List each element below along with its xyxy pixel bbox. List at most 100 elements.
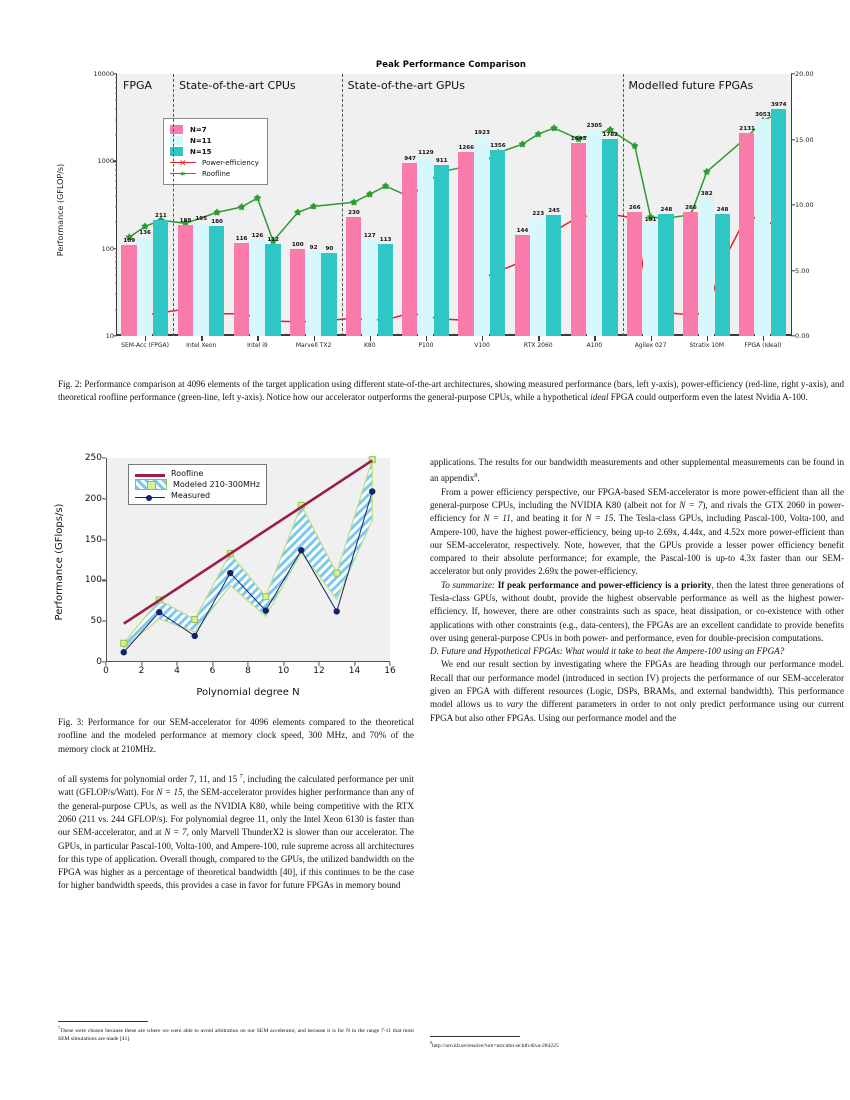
figure-2-bar-value-label: 112 [267, 237, 280, 244]
figure-2-line-marker [293, 208, 302, 217]
figure-2-line-marker [213, 208, 222, 217]
figure-2-bar [770, 109, 787, 336]
figure-3-legend-label: Modeled 210-300MHz [173, 480, 261, 489]
figure-2-bar-value-label: 136 [139, 230, 151, 236]
figure-3-y-tick: 50 [90, 616, 102, 627]
figure-2-line-marker [125, 233, 134, 242]
figure-2-x-tick [482, 336, 484, 341]
figure-2-y-tick-mark [113, 335, 117, 337]
lc-p1-b: , including the calculated performance p… [58, 774, 414, 798]
figure-3-x-tick-mark [247, 662, 249, 666]
figure-3: Performance (GFlops/s) Roofline Modeled 2… [54, 452, 400, 702]
figure-2-y-tick: 100 [101, 244, 114, 253]
left-footnote: 7These were chosen because these are whe… [58, 1021, 414, 1043]
figure-2-y-tick-mark [113, 247, 117, 250]
rc-p2-b: ), and rivals the GTX 2060 in power-effi… [430, 499, 845, 524]
figure-3-y-tick-mark [102, 498, 106, 500]
footnote-rule-right [430, 1036, 520, 1037]
figure-2-bar-value-label: 1356 [490, 142, 506, 149]
figure-2-bar-value-label: 266 [685, 204, 697, 211]
figure-2-y-minor-tick [114, 261, 117, 263]
figure-2-bar-value-label: 1266 [458, 145, 475, 152]
rc-math-1: N = 7 [679, 499, 703, 510]
figure-2-y-right-tick-mark [791, 138, 795, 141]
figure-2-y-minor-tick [114, 77, 117, 79]
figure-2-x-axis [117, 334, 791, 336]
figure-2-x-tick-label: SEM-Acc (FPGA) [121, 342, 169, 349]
figure-3-y-tick: 0 [96, 657, 102, 667]
figure-2-y-minor-tick [114, 267, 117, 269]
figure-2-bar [177, 224, 193, 336]
figure-2-y-right-tick: 5.00 [795, 266, 810, 275]
figure-2-x-tick [201, 336, 203, 341]
figure-2-group-title: Modelled future FPGAs [628, 79, 754, 92]
figure-3-measured-point [191, 632, 198, 640]
figure-3-measured-point [369, 488, 376, 495]
figure-2-bar [346, 217, 362, 336]
rc-p3-italic: To summarize: [441, 579, 495, 590]
figure-2-y-minor-tick [114, 174, 117, 176]
right-footnote: 8http://urn.kb.se/resolve?urn=urn:nbn:se… [430, 1036, 844, 1050]
figure-3-measured-point [262, 607, 269, 614]
figure-2-group-title: State-of-the-art GPUs [347, 79, 465, 92]
left-col-paragraph-1: of all systems for polynomial order 7, 1… [58, 770, 414, 893]
figure-2-caption-part2: FPGA could outperform even the latest Nv… [608, 392, 808, 403]
figure-2-bar [321, 252, 337, 336]
figure-2-y-tick-mark [113, 160, 117, 163]
figure-2-legend-marker: ✕ [179, 158, 187, 168]
figure-2-x-tick [313, 336, 315, 341]
figure-2-line-marker [269, 237, 278, 245]
figure-3-plot-area: Roofline Modeled 210-300MHz Measured 0 50 10… [85, 453, 396, 676]
figure-3-caption: Fig. 3: Performance for our SEM-accelera… [58, 717, 414, 754]
figure-2-line-marker [381, 182, 390, 190]
figure-3-x-tick-mark [140, 662, 143, 666]
figure-3-y-tick: 200 [84, 493, 102, 504]
lc-p1-a: of all systems for polynomial order 7, 1… [58, 774, 240, 785]
figure-3-y-tick-mark [102, 539, 106, 541]
figure-2-y-minor-tick [114, 282, 117, 284]
figure-2-bar [642, 224, 658, 336]
figure-2-bar-value-label: 245 [548, 207, 560, 214]
figure-2-bar [289, 248, 306, 336]
figure-2-bar-value-label: 248 [716, 207, 729, 214]
figure-2-bar [433, 164, 450, 336]
figure-2-bar [377, 244, 393, 336]
figure-2-bar-value-label: 1923 [474, 129, 490, 136]
figure-3-legend: Roofline Modeled 210-300MHz Measured [128, 464, 268, 505]
figure-2-bar [570, 142, 586, 336]
figure-3-legend-item: Roofline [135, 468, 260, 479]
figure-3-legend-swatch [135, 495, 165, 501]
figure-2-plot-area: N=7 N=11 N=15 ✕ Power-efficiency ✶ Roofline 10… [93, 70, 813, 349]
figure-2-bar [755, 119, 771, 336]
figure-3-x-tick: 8 [245, 666, 251, 676]
figure-2-legend-label: N=7 [190, 125, 207, 134]
figure-2-bar [458, 152, 474, 336]
figure-2-bar-value-label: 127 [363, 232, 376, 239]
lc-math-1: N = 15 [156, 787, 183, 798]
rc-p3-rest: , then the latest three generations of T… [430, 579, 845, 643]
figure-2-legend-marker: ✶ [179, 169, 187, 179]
figure-3-modeled-point [120, 639, 128, 647]
figure-2-bar-value-label: 195 [195, 216, 208, 223]
figure-2-y-minor-tick [114, 252, 117, 254]
figure-2-group-divider [173, 74, 175, 336]
figure-3-x-tick: 4 [174, 666, 180, 676]
figure-2-bar-value-label: 1129 [418, 149, 434, 156]
figure-2-y-tick-mark [113, 73, 117, 75]
figure-2-x-tick-label: Intel Xeon [186, 342, 217, 349]
figure-3-legend-swatch [135, 474, 165, 477]
figure-2-y-minor-tick [114, 164, 117, 166]
figure-2-legend-swatch [170, 136, 183, 145]
figure-2-group-divider [622, 74, 624, 336]
figure-2-bar [249, 239, 265, 336]
figure-3-x-tick: 0 [103, 666, 109, 676]
figure-2-bar-value-label: 3053 [755, 112, 771, 118]
figure-2-y-right-tick-mark [791, 269, 795, 272]
figure-2-y-minor-tick [114, 187, 117, 189]
figure-2-y-tick: 1000 [97, 157, 114, 166]
figure-2-bar [209, 226, 225, 336]
figure-2-x-tick-label: A100 [586, 342, 603, 349]
figure-2-legend-item: N=7 [170, 124, 259, 135]
figure-3-y-label: Performance (GFlops/s) [54, 503, 65, 621]
figure-2-y-minor-tick [114, 293, 117, 295]
